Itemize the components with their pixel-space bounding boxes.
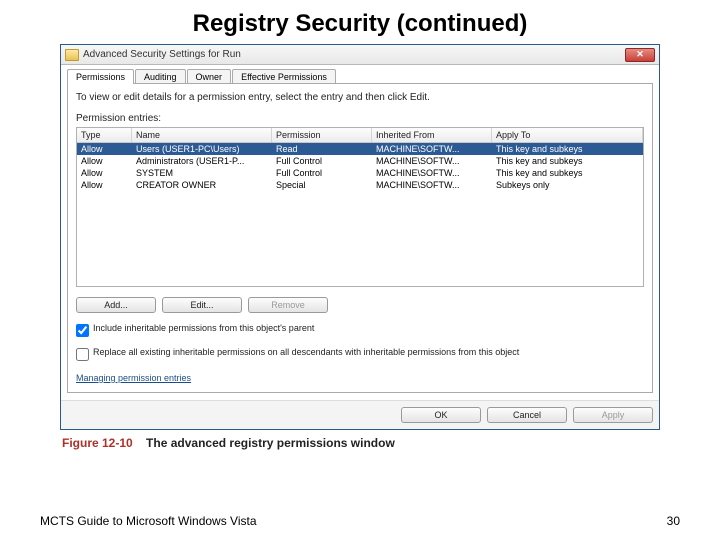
tab-permissions[interactable]: Permissions [67,69,134,84]
dialog-button-bar: OK Cancel Apply [61,400,659,429]
slide-title: Registry Security (continued) [0,0,720,44]
add-button[interactable]: Add... [76,297,156,313]
apply-button[interactable]: Apply [573,407,653,423]
page-number: 30 [667,514,680,528]
cell-apply: This key and subkeys [492,167,643,179]
tab-auditing[interactable]: Auditing [135,69,186,84]
cell-name: CREATOR OWNER [132,179,272,191]
cell-permission: Full Control [272,167,372,179]
cell-inherited: MACHINE\SOFTW... [372,143,492,155]
cell-inherited: MACHINE\SOFTW... [372,179,492,191]
grid-header: Type Name Permission Inherited From Appl… [77,128,643,143]
ok-button[interactable]: OK [401,407,481,423]
inherit-label: Include inheritable permissions from thi… [93,323,314,333]
figure-number: Figure 12-10 [62,436,133,450]
cell-type: Allow [77,167,132,179]
table-row[interactable]: Allow CREATOR OWNER Special MACHINE\SOFT… [77,179,643,191]
cell-inherited: MACHINE\SOFTW... [372,167,492,179]
help-link[interactable]: Managing permission entries [76,373,191,383]
cell-permission: Read [272,143,372,155]
security-window: Advanced Security Settings for Run ✕ Per… [60,44,660,430]
inherit-checkbox[interactable] [76,324,89,337]
titlebar: Advanced Security Settings for Run ✕ [61,45,659,65]
cell-type: Allow [77,179,132,191]
cell-type: Allow [77,143,132,155]
cell-type: Allow [77,155,132,167]
col-inherited[interactable]: Inherited From [372,128,492,142]
permissions-grid[interactable]: Type Name Permission Inherited From Appl… [76,127,644,287]
cell-name: SYSTEM [132,167,272,179]
cell-permission: Special [272,179,372,191]
cell-apply: Subkeys only [492,179,643,191]
table-row[interactable]: Allow SYSTEM Full Control MACHINE\SOFTW.… [77,167,643,179]
replace-label: Replace all existing inheritable permiss… [93,347,519,357]
cell-apply: This key and subkeys [492,143,643,155]
tab-strip: Permissions Auditing Owner Effective Per… [61,65,659,84]
remove-button[interactable]: Remove [248,297,328,313]
col-name[interactable]: Name [132,128,272,142]
tab-owner[interactable]: Owner [187,69,232,84]
entry-buttons: Add... Edit... Remove [76,297,644,313]
cancel-button[interactable]: Cancel [487,407,567,423]
cell-name: Administrators (USER1-P... [132,155,272,167]
col-apply[interactable]: Apply To [492,128,643,142]
close-button[interactable]: ✕ [625,48,655,62]
folder-icon [65,49,79,61]
cell-apply: This key and subkeys [492,155,643,167]
cell-inherited: MACHINE\SOFTW... [372,155,492,167]
table-row[interactable]: Allow Users (USER1-PC\Users) Read MACHIN… [77,143,643,155]
entries-label: Permission entries: [76,113,644,124]
cell-name: Users (USER1-PC\Users) [132,143,272,155]
window-title: Advanced Security Settings for Run [83,49,625,60]
replace-checkbox-row[interactable]: Replace all existing inheritable permiss… [76,347,644,361]
figure-text: The advanced registry permissions window [146,436,395,450]
edit-button[interactable]: Edit... [162,297,242,313]
replace-checkbox[interactable] [76,348,89,361]
col-type[interactable]: Type [77,128,132,142]
col-permission[interactable]: Permission [272,128,372,142]
footer-text: MCTS Guide to Microsoft Windows Vista [40,514,257,528]
figure-caption: Figure 12-10 The advanced registry permi… [62,436,720,450]
tab-effective-permissions[interactable]: Effective Permissions [232,69,336,84]
inherit-checkbox-row[interactable]: Include inheritable permissions from thi… [76,323,644,337]
instruction-text: To view or edit details for a permission… [76,92,644,103]
table-row[interactable]: Allow Administrators (USER1-P... Full Co… [77,155,643,167]
cell-permission: Full Control [272,155,372,167]
permissions-panel: To view or edit details for a permission… [67,83,653,393]
